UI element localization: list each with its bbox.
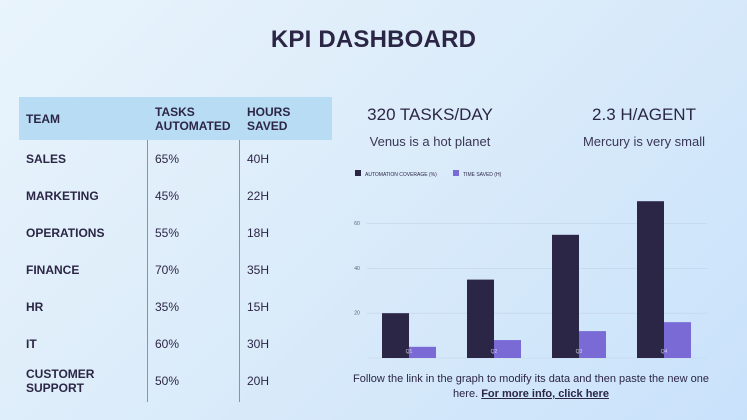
row-tasks-automated: 70% (155, 262, 180, 277)
column-divider (239, 140, 240, 402)
row-tasks-automated: 60% (155, 336, 180, 351)
row-hours-saved: 40H (247, 151, 270, 166)
bar-time-saved[interactable] (579, 331, 606, 358)
row-team: IT (26, 336, 37, 351)
chart-note: Follow the link in the graph to modify i… (345, 372, 717, 402)
row-team: FINANCE (26, 262, 80, 277)
row-hours-saved: 35H (247, 262, 270, 277)
bar-time-saved[interactable] (494, 340, 521, 358)
y-tick-label: 40 (354, 266, 360, 272)
row-hours-saved: 30H (247, 336, 270, 351)
row-hours-saved: 15H (247, 299, 270, 314)
table-row: CUSTOMER SUPPORT 50% 20H (19, 362, 332, 399)
table-body: SALES 65% 40H MARKETING 45% 22H OPERATIONS 55% 1… (19, 140, 332, 399)
bar-automation-coverage[interactable] (467, 279, 494, 358)
bar-chart[interactable]: AUTOMATION COVERAGE (%) TIME SAVED (H) 20 4… (345, 160, 717, 365)
bar-automation-coverage[interactable] (552, 234, 579, 358)
row-tasks-automated: 35% (155, 299, 180, 314)
y-tick-label: 60 (354, 221, 360, 227)
table-row: FINANCE 70% 35H (19, 251, 332, 288)
bar-time-saved[interactable] (664, 322, 691, 358)
row-hours-saved: 18H (247, 225, 270, 240)
table-row: MARKETING 45% 22H (19, 177, 332, 214)
table-row: SALES 65% 40H (19, 140, 332, 177)
kpi-tasks-caption: Venus is a hot planet (369, 134, 491, 149)
y-tick-label: 20 (354, 311, 360, 317)
row-tasks-automated: 50% (155, 373, 180, 388)
legend-label: TIME SAVED (H) (463, 172, 502, 178)
row-tasks-automated: 65% (155, 151, 180, 166)
x-tick-label: Q2 (491, 349, 498, 355)
table-header: TEAM TASKS AUTOMATED HOURS SAVED (19, 97, 332, 140)
row-team: OPERATIONS (26, 225, 105, 240)
kpi-tasks-per-day: 320 TASKS/DAY (367, 105, 493, 124)
legend-swatch (453, 170, 459, 176)
bar-automation-coverage[interactable] (382, 313, 409, 358)
header-team: TEAM (26, 112, 60, 126)
column-divider (147, 140, 148, 402)
row-team: CUSTOMER SUPPORT (26, 366, 95, 395)
header-hours-saved: HOURS SAVED (247, 105, 291, 133)
bar-automation-coverage[interactable] (637, 201, 664, 358)
x-tick-label: Q3 (576, 349, 583, 355)
kpi-hours-per-agent: 2.3 H/AGENT (592, 105, 696, 124)
row-hours-saved: 20H (247, 373, 270, 388)
table-row: HR 35% 15H (19, 288, 332, 325)
row-team: SALES (26, 151, 67, 166)
table-row: IT 60% 30H (19, 325, 332, 362)
page-title: KPI DASHBOARD (270, 26, 477, 53)
bar-time-saved[interactable] (409, 346, 436, 358)
row-tasks-automated: 45% (155, 188, 180, 203)
x-tick-label: Q4 (661, 349, 668, 355)
kpi-hours-caption: Mercury is very small (582, 134, 706, 149)
more-info-link[interactable]: For more info, click here (481, 388, 609, 400)
table-row: OPERATIONS 55% 18H (19, 214, 332, 251)
legend-label: AUTOMATION COVERAGE (%) (365, 172, 437, 178)
note-text: Follow the link in the graph to modify i… (353, 373, 709, 400)
x-tick-label: Q1 (406, 349, 413, 355)
row-tasks-automated: 55% (155, 225, 180, 240)
row-team: MARKETING (26, 188, 99, 203)
row-team: HR (26, 299, 44, 314)
header-tasks-automated: TASKS AUTOMATED (155, 105, 231, 133)
row-hours-saved: 22H (247, 188, 270, 203)
legend-swatch (355, 170, 361, 176)
kpi-table: TEAM TASKS AUTOMATED HOURS SAVED SALES 65… (19, 97, 332, 399)
